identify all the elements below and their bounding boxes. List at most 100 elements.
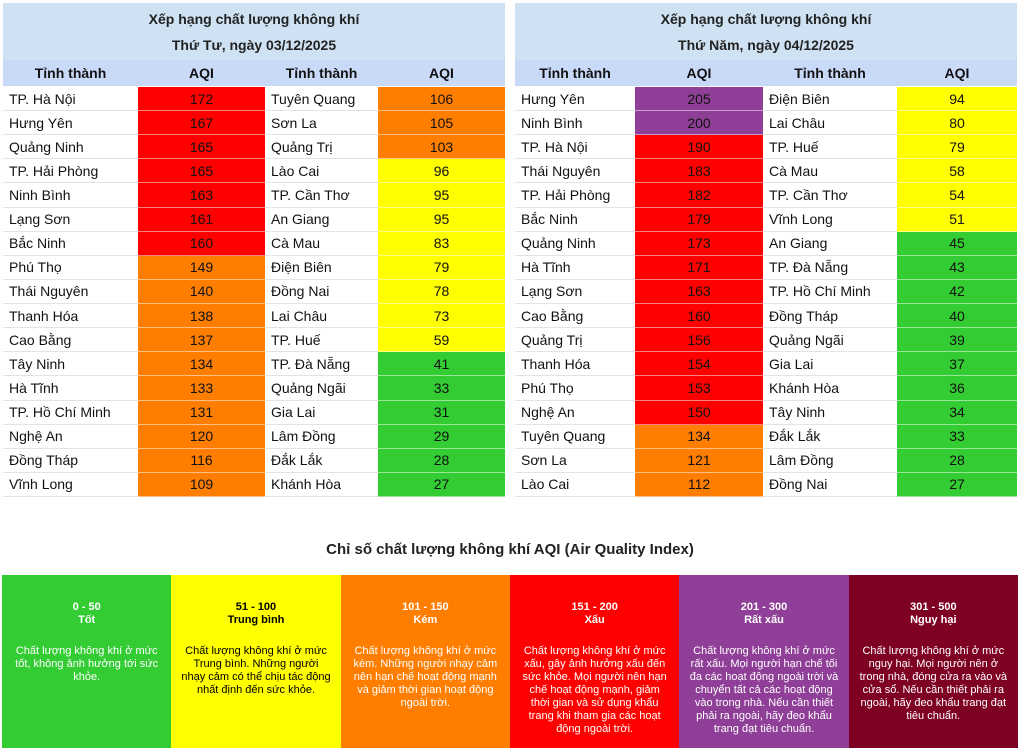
- level-description: Chất lượng không khí ở mức tốt, không ản…: [15, 645, 159, 683]
- province-cell: TP. Cần Thơ: [763, 183, 897, 208]
- aqi-cell: 109: [138, 472, 265, 497]
- province-cell: Quảng Ninh: [3, 135, 138, 160]
- aqi-cell: 95: [378, 207, 505, 232]
- province-cell: Phú Thọ: [3, 255, 138, 280]
- aqi-cell: 42: [897, 279, 1017, 305]
- province-cell: Bắc Ninh: [515, 207, 635, 232]
- province-cell: An Giang: [763, 231, 897, 256]
- column-header: Tỉnh thành: [515, 60, 635, 87]
- legend-level: 0 - 50 Tốt Chất lượng không khí ở mức tốt,…: [2, 575, 172, 748]
- legend-title: Chỉ số chất lượng không khí AQI (Air Qua…: [326, 541, 694, 558]
- aqi-cell: 150: [635, 400, 763, 425]
- aqi-cell: 190: [635, 135, 763, 160]
- aqi-cell: 39: [897, 328, 1017, 353]
- province-cell: Điện Biên: [265, 255, 378, 280]
- province-cell: Quảng Trị: [265, 135, 378, 160]
- province-cell: Thanh Hóa: [515, 352, 635, 377]
- aqi-cell: 165: [138, 159, 265, 184]
- aqi-cell: 41: [378, 352, 505, 377]
- province-cell: TP. Hải Phòng: [515, 183, 635, 208]
- aqi-cell: 31: [378, 400, 505, 425]
- table-title: Xếp hạng chất lượng không khí: [660, 11, 872, 27]
- province-cell: TP. Huế: [265, 328, 378, 353]
- aqi-cell: 43: [897, 255, 1017, 280]
- aqi-cell: 137: [138, 328, 265, 353]
- legend-level: 201 - 300 Rất xấu Chất lượng không khí ở m…: [679, 575, 849, 748]
- province-cell: Khánh Hòa: [265, 472, 378, 497]
- aqi-cell: 167: [138, 111, 265, 136]
- province-cell: Lào Cai: [515, 472, 635, 497]
- province-cell: An Giang: [265, 207, 378, 232]
- province-cell: Thái Nguyên: [515, 159, 635, 184]
- legend-level: 51 - 100 Trung bình Chất lượng không khí ở…: [171, 575, 341, 748]
- aqi-cell: 160: [138, 231, 265, 256]
- aqi-cell: 160: [635, 304, 763, 329]
- aqi-cell: 27: [378, 472, 505, 497]
- province-cell: Khánh Hòa: [763, 376, 897, 401]
- province-cell: Đắk Lắk: [265, 448, 378, 473]
- province-cell: Lào Cai: [265, 159, 378, 184]
- aqi-cell: 165: [138, 135, 265, 160]
- aqi-cell: 40: [897, 304, 1017, 329]
- province-cell: Cao Bằng: [3, 328, 138, 353]
- level-description: Chất lượng không khí ở mức rất xấu. Mọi …: [689, 645, 839, 735]
- level-label: Rất xấu: [744, 614, 784, 626]
- province-cell: Cao Bằng: [515, 304, 635, 329]
- level-range: 51 - 100: [235, 601, 277, 613]
- level-description: Chất lượng không khí ở mức nguy hại. Mọi…: [859, 645, 1008, 722]
- province-cell: Hưng Yên: [515, 87, 635, 112]
- column-header: Tỉnh thành: [3, 60, 138, 87]
- aqi-cell: 149: [138, 255, 265, 280]
- province-cell: Lâm Đồng: [265, 424, 378, 449]
- aqi-cell: 37: [897, 352, 1017, 377]
- aqi-cell: 121: [635, 448, 763, 473]
- aqi-cell: 163: [635, 279, 763, 305]
- province-cell: Lâm Đồng: [763, 448, 897, 473]
- province-cell: Bắc Ninh: [3, 231, 138, 256]
- province-cell: Sơn La: [265, 111, 378, 136]
- column-header: AQI: [138, 60, 265, 87]
- aqi-cell: 200: [635, 111, 763, 136]
- level-label: Xấu: [584, 614, 605, 626]
- province-cell: TP. Hà Nội: [515, 135, 635, 160]
- legend-level: 151 - 200 Xấu Chất lượng không khí ở mức x…: [510, 575, 680, 748]
- province-cell: Nghệ An: [515, 400, 635, 425]
- province-cell: Hà Tĩnh: [3, 376, 138, 401]
- province-cell: Hà Tĩnh: [515, 255, 635, 280]
- province-cell: Điện Biên: [763, 87, 897, 112]
- aqi-cell: 45: [897, 231, 1017, 256]
- province-cell: Ninh Bình: [515, 111, 635, 136]
- aqi-cell: 29: [378, 424, 505, 449]
- level-range: 0 - 50: [72, 601, 101, 613]
- aqi-cell: 140: [138, 279, 265, 305]
- province-cell: TP. Đà Nẵng: [763, 255, 897, 280]
- aqi-cell: 116: [138, 448, 265, 473]
- province-cell: Tây Ninh: [3, 352, 138, 377]
- province-cell: Thái Nguyên: [3, 279, 138, 305]
- table-date: Thứ Tư, ngày 03/12/2025: [171, 37, 337, 53]
- aqi-cell: 78: [378, 279, 505, 305]
- level-label: Nguy hại: [910, 614, 957, 626]
- province-cell: Quảng Ngãi: [265, 376, 378, 401]
- aqi-cell: 96: [378, 159, 505, 184]
- column-header: Tỉnh thành: [763, 60, 897, 87]
- province-cell: TP. Hải Phòng: [3, 159, 138, 184]
- level-label: Trung bình: [227, 614, 285, 626]
- aqi-cell: 161: [138, 207, 265, 232]
- aqi-cell: 154: [635, 352, 763, 377]
- aqi-cell: 59: [378, 328, 505, 353]
- aqi-cell: 205: [635, 87, 763, 112]
- table-title-band: Xếp hạng chất lượng không khí Thứ Năm, ng…: [515, 3, 1017, 60]
- table-title-band: Xếp hạng chất lượng không khí Thứ Tư, ngà…: [3, 3, 505, 60]
- province-cell: Lạng Sơn: [3, 207, 138, 232]
- level-range: 201 - 300: [740, 601, 788, 613]
- aqi-cell: 133: [138, 376, 265, 401]
- province-cell: Quảng Ninh: [515, 231, 635, 256]
- province-cell: Cà Mau: [265, 231, 378, 256]
- province-cell: Nghệ An: [3, 424, 138, 449]
- aqi-cell: 73: [378, 304, 505, 329]
- aqi-cell: 156: [635, 328, 763, 353]
- aqi-cell: 28: [378, 448, 505, 473]
- column-header: AQI: [635, 60, 763, 87]
